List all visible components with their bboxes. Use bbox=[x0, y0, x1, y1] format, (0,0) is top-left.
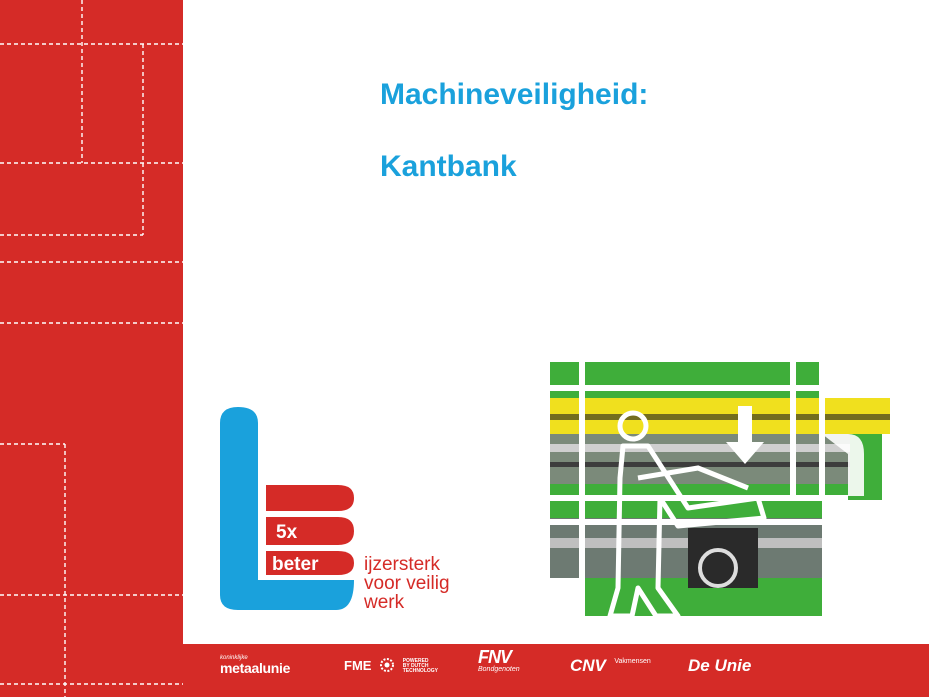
slide-subtitle: Kantbank bbox=[380, 150, 517, 183]
fme-tag-3: TECHNOLOGY bbox=[402, 668, 438, 674]
sponsor-de-unie: De Unie bbox=[688, 656, 752, 675]
fme-gear-icon bbox=[378, 656, 396, 677]
logo-tagline-1: ijzersterk bbox=[364, 554, 441, 575]
logo-tagline-2: voor veilig bbox=[364, 573, 450, 594]
press-brake-illustration bbox=[548, 358, 894, 618]
logo-tagline-3: werk bbox=[363, 592, 405, 613]
dashed-pattern bbox=[0, 0, 183, 697]
logo-badge: 5x bbox=[276, 522, 298, 543]
cnv-name: CNV bbox=[570, 656, 606, 675]
sponsor-cnv: CNV Vakmensen bbox=[570, 656, 651, 676]
left-red-band bbox=[0, 0, 183, 697]
bottom-red-band bbox=[183, 644, 929, 697]
fnv-sub: Bondgenoten bbox=[478, 666, 520, 673]
logo-bar-2 bbox=[266, 517, 354, 545]
logo-bar-1 bbox=[266, 485, 354, 511]
fme-tag-1: POWERED bbox=[402, 658, 429, 664]
sponsor-metaalunie: koninklijke metaalunie bbox=[220, 655, 305, 675]
sponsor-fme: FME POWERED BY DUTCH TECHNOLOGY bbox=[344, 656, 438, 677]
5x-beter-logo: 5x beter ijzersterk voor veilig werk bbox=[220, 407, 450, 613]
metaalunie-small: koninklijke bbox=[220, 655, 248, 661]
fme-name: FME bbox=[344, 657, 372, 673]
logo-bar-3 bbox=[266, 551, 354, 575]
cnv-sub: Vakmensen bbox=[614, 658, 651, 665]
fme-tag-2: BY DUTCH bbox=[402, 663, 429, 669]
logo-word: beter bbox=[272, 554, 319, 575]
fnv-name: FNV bbox=[478, 647, 512, 667]
logo-blue-shape bbox=[220, 407, 354, 610]
sponsor-fnv: FNV Bondgenoten bbox=[478, 648, 520, 674]
slide-title: Machineveiligheid: bbox=[380, 78, 649, 111]
fme-tagline: POWERED BY DUTCH TECHNOLOGY bbox=[403, 659, 438, 674]
metaalunie-name: metaalunie bbox=[220, 660, 291, 676]
